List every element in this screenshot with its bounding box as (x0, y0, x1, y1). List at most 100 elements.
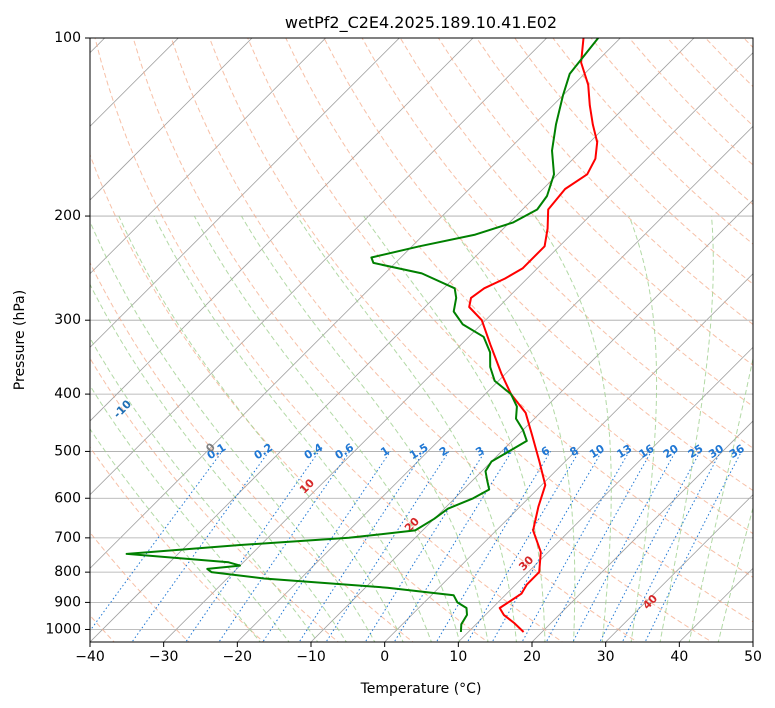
isotherm-line (236, 125, 753, 642)
y-tick-label: 300 (54, 312, 81, 328)
moist-adiabat-line (90, 283, 347, 642)
x-tick-label: −20 (223, 649, 253, 665)
mixing-ratio-label: 20 (661, 442, 681, 461)
mixing-ratio-line (545, 451, 652, 642)
isotherm-line (90, 38, 253, 201)
dry-adiabat-label: 30 (516, 553, 536, 573)
moist-adiabat-line (90, 337, 319, 642)
dry-adiabat-line (323, 38, 753, 492)
isotherm-line (90, 38, 695, 642)
x-tick-label: 0 (380, 649, 389, 665)
x-tick-label: 20 (523, 649, 541, 665)
x-tick-label: −30 (149, 649, 179, 665)
moist-adiabat-line (296, 215, 518, 642)
y-tick-label: 1000 (45, 621, 81, 637)
mixing-ratio-label: 30 (706, 442, 726, 461)
mixing-ratio-line (466, 451, 580, 642)
mixing-ratio-line (435, 451, 552, 642)
mixing-ratio-line (298, 451, 425, 642)
dry-adiabat-line (361, 38, 753, 449)
dry-adiabat-line (590, 38, 753, 206)
mixing-ratio-line (572, 451, 676, 642)
isotherm-line (163, 52, 753, 642)
dry-adiabat-line (437, 38, 753, 366)
dewpoint-profile-line (125, 38, 599, 633)
moist-adiabat-line (534, 215, 612, 642)
mixing-ratio-label: 10 (587, 442, 607, 461)
mixing-ratio-label: 0.6 (333, 441, 357, 463)
y-axis-label: Pressure (hPa) (12, 290, 28, 390)
dry-adiabat-line (743, 38, 753, 49)
dry-adiabat-label: -20 (30, 359, 53, 382)
y-tick-label: 400 (54, 386, 81, 402)
y-tick-label: 900 (54, 594, 81, 610)
x-tick-label: −40 (75, 649, 105, 665)
y-tick-label: 100 (54, 30, 81, 46)
dry-adiabat-line (247, 38, 753, 578)
x-tick-label: −10 (296, 649, 326, 665)
y-tick-label: 600 (54, 490, 81, 506)
mixing-ratio-label: 25 (686, 442, 706, 461)
mixing-ratio-line (644, 451, 742, 642)
moist-adiabat-line (90, 428, 261, 642)
mixing-ratio-line (599, 451, 701, 642)
dry-adiabat-line (514, 38, 753, 285)
plot-frame (89, 37, 754, 643)
y-tick-label: 500 (54, 443, 81, 459)
dry-adiabat-line (90, 153, 489, 642)
moist-adiabat-line (153, 215, 432, 642)
moist-adiabat-line (90, 220, 376, 642)
dry-adiabat-line (552, 38, 753, 245)
isotherm-line (310, 199, 753, 642)
dry-adiabat-line (170, 38, 713, 642)
x-axis-label: Temperature (°C) (360, 681, 482, 697)
dry-adiabat-label: 40 (640, 592, 660, 612)
mixing-ratio-line (90, 451, 223, 632)
axis-layer: −40 −30 −20 −10 0 10 20 30 40 50 1000 900 800 700 600 5… (45, 30, 762, 665)
dry-adiabat-line (90, 357, 339, 642)
dry-adiabat-label: -10 (111, 397, 134, 420)
isotherm-line (90, 38, 327, 275)
mixing-ratio-label: 13 (614, 442, 634, 461)
mixing-ratio-line (621, 451, 722, 642)
series-layer (125, 38, 599, 633)
mixing-ratio-line (393, 451, 513, 642)
dry-adiabat-line (285, 38, 753, 535)
isotherm-line (752, 641, 753, 642)
mixing-ratio-line (325, 451, 450, 642)
isotherm-line (605, 494, 753, 642)
mixing-ratio-line (185, 451, 320, 642)
line-label-layer: 0.10.20.40.611.52346810131620253036-100-… (30, 359, 747, 612)
moist-adiabat-line (717, 506, 753, 642)
mixing-ratio-label: 1.5 (407, 441, 430, 462)
moist-adiabat-line (442, 215, 576, 642)
x-tick-label: 10 (449, 649, 467, 665)
mixing-ratio-label: 0.2 (252, 441, 275, 462)
moist-adiabat-line (628, 215, 658, 642)
grid-layer (90, 38, 753, 642)
mixing-ratio-label: 36 (727, 442, 747, 461)
isotherm-line (90, 38, 621, 569)
isotherm-line (531, 420, 753, 642)
moist-adiabat-line (363, 215, 546, 642)
moist-adiabat-line (118, 215, 404, 642)
x-tick-label: 50 (744, 649, 762, 665)
temperature-profile-line (468, 38, 599, 633)
dry-adiabat-line (705, 38, 753, 88)
dry-adiabat-line (90, 446, 265, 642)
isotherm-line (90, 38, 474, 422)
moist-adiabat-line (688, 356, 753, 642)
dry-adiabat-line (476, 38, 753, 326)
mixing-ratio-line (131, 451, 270, 642)
chart-title: wetPf2_C2E4.2025.189.10.41.E02 (285, 13, 557, 33)
isotherm-line (384, 273, 753, 642)
y-tick-label: 700 (54, 530, 81, 546)
dry-adiabat-line (90, 531, 190, 642)
mixing-ratio-line (218, 451, 351, 642)
isotherm-line (90, 38, 400, 348)
dry-adiabat-line (94, 38, 564, 642)
isotherm-line (90, 38, 548, 496)
mixing-ratio-line (262, 451, 391, 642)
dry-adiabat-line (90, 261, 414, 642)
mixing-ratio-line (364, 451, 486, 642)
